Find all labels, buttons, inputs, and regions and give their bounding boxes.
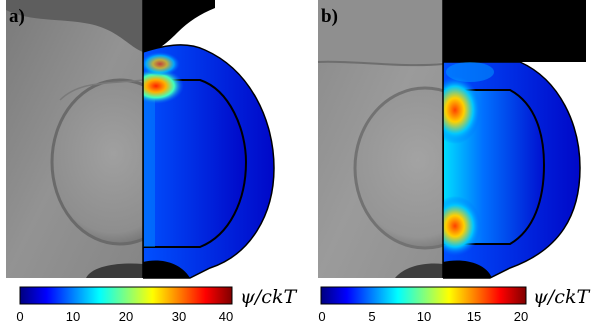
panel-b-unit-label: ψ/ckT [533, 286, 590, 308]
panel-a-tick-3: 30 [172, 309, 186, 324]
panel-b-label: b) [321, 6, 338, 27]
panel-b-colorbar: 0 5 10 15 20 ψ/ckT [318, 286, 590, 324]
panel-b-tick-3: 15 [467, 309, 481, 324]
panel-a-simulation [142, 0, 275, 279]
panel-b: b) 0 5 10 15 20 ψ/ckT [317, 0, 590, 324]
panel-a-label: a) [9, 6, 25, 27]
panel-b-pipette [443, 0, 586, 62]
panel-a-unit-label: ψ/ckT [240, 286, 297, 308]
panel-a-colorbar: 0 10 20 30 40 ψ/ckT [16, 286, 297, 324]
panel-a-tick-2: 20 [119, 309, 133, 324]
panel-a: a) 0 10 20 30 40 ψ/ckT [6, 0, 297, 324]
panel-b-tick-0: 0 [318, 309, 325, 324]
panel-a-tick-4: 40 [219, 309, 233, 324]
panel-a-tick-1: 10 [66, 309, 80, 324]
panel-b-simulation [442, 0, 586, 279]
panel-b-tick-4: 20 [514, 309, 528, 324]
panel-b-tick-2: 10 [417, 309, 431, 324]
panel-b-tick-1: 5 [368, 309, 375, 324]
panel-a-tick-0: 0 [16, 309, 23, 324]
